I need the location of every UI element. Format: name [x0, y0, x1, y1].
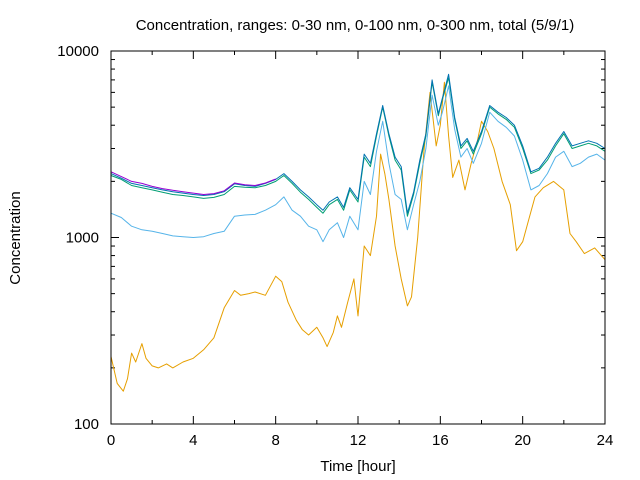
y-tick-label: 100 [74, 416, 99, 433]
x-tick-label: 4 [189, 432, 197, 449]
series-line-2 [110, 85, 606, 243]
x-axis-label: Time [hour] [320, 458, 395, 475]
y-tick-label: 10000 [57, 43, 99, 60]
x-tick-label: 16 [432, 432, 449, 449]
series-line-1 [110, 81, 606, 392]
y-tick-label: 1000 [66, 230, 99, 247]
x-tick-label: 12 [350, 432, 367, 449]
series-line-5 [110, 171, 276, 195]
chart-title: Concentration, ranges: 0-30 nm, 0-100 nm… [136, 17, 575, 34]
x-tick-label: 20 [514, 432, 531, 449]
x-tick-label: 0 [107, 432, 115, 449]
series-line-3 [110, 77, 606, 217]
y-axis-label: Concentration [7, 191, 24, 284]
x-tick-label: 24 [597, 432, 614, 449]
axis-ticks [110, 50, 606, 425]
data-series [110, 73, 606, 392]
tick-labels: 0 4 8 12 16 20 24 100 1000 10000 [57, 43, 613, 449]
x-tick-label: 8 [271, 432, 279, 449]
series-line-4 [110, 73, 606, 214]
plot-frame [110, 50, 606, 425]
